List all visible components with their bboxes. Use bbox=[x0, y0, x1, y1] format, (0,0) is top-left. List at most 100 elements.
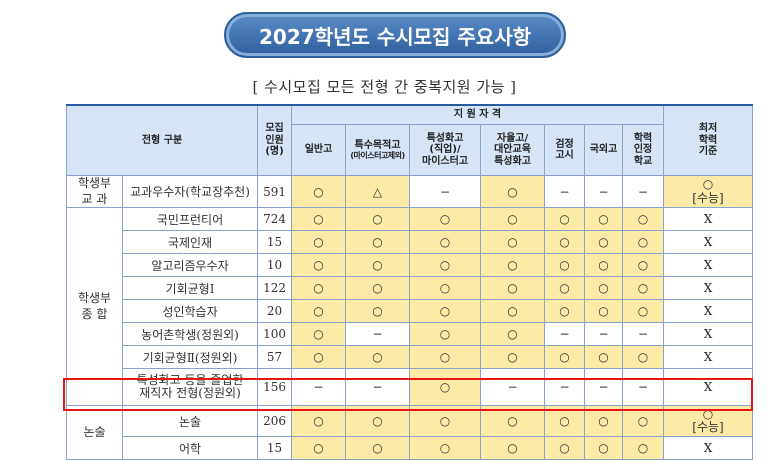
minimum-criteria-cell: ○ [수능] bbox=[663, 174, 754, 209]
eligibility-cell: ○ bbox=[409, 368, 482, 407]
group-label-jonghap: 학생부 종 합 bbox=[66, 207, 123, 407]
minimum-criteria-cell: X bbox=[663, 322, 754, 347]
row-name: 특성화고 등을 졸업한 재직자 전형(정원외) bbox=[121, 368, 259, 407]
eligibility-cell: ○ bbox=[544, 405, 586, 438]
eligibility-cell: ○ bbox=[480, 436, 546, 460]
eligibility-cell: ○ bbox=[345, 299, 411, 324]
eligible-mark: ○ bbox=[313, 235, 324, 250]
minimum-mark: X bbox=[703, 234, 713, 249]
eligible-mark: ○ bbox=[507, 304, 518, 319]
eligible-mark: ○ bbox=[598, 235, 609, 250]
eligibility-cell: − bbox=[544, 322, 586, 347]
eligibility-cell: ○ bbox=[584, 276, 624, 301]
eligibility-cell: ○ bbox=[409, 207, 482, 232]
minimum-criteria-cell: X bbox=[663, 368, 754, 407]
row-name: 성인학습자 bbox=[121, 299, 259, 324]
eligible-mark: ○ bbox=[507, 327, 518, 342]
eligible-mark: ○ bbox=[313, 441, 324, 456]
eligibility-cell: ○ bbox=[345, 276, 411, 301]
eligibility-cell: ○ bbox=[291, 276, 347, 301]
header-quota: 모집 인원 (명) bbox=[257, 104, 293, 176]
eligibility-cell: ○ bbox=[480, 276, 546, 301]
eligibility-cell: ○ bbox=[409, 299, 482, 324]
eligible-mark: ○ bbox=[637, 414, 649, 429]
eligibility-cell: ○ bbox=[291, 174, 347, 209]
not-eligible-mark: − bbox=[372, 380, 383, 395]
table-row: 어학 15 ○ ○ ○ ○ ○ ○ ○ X bbox=[67, 436, 754, 460]
eligibility-cell: ○ bbox=[622, 405, 665, 438]
eligibility-cell: ○ bbox=[345, 253, 411, 278]
minimum-criteria-cell: ○ [수능] bbox=[663, 405, 754, 438]
eligible-mark: ○ bbox=[439, 235, 451, 250]
eligibility-cell: ○ bbox=[480, 299, 546, 324]
eligibility-cell: ○ bbox=[480, 405, 546, 438]
col-autonomous: 자율고/ 대안교육 특성화고 bbox=[480, 124, 546, 176]
eligibility-cell: ○ bbox=[291, 322, 347, 347]
minimum-mark: X bbox=[703, 440, 713, 455]
eligibility-cell: ○ bbox=[480, 253, 546, 278]
table-row: 특성화고 등을 졸업한 재직자 전형(정원외) 156 − − ○ − − − − X bbox=[67, 368, 754, 407]
eligible-mark: ○ bbox=[313, 212, 324, 227]
not-eligible-mark: − bbox=[372, 327, 383, 342]
eligibility-cell: ○ bbox=[584, 207, 624, 232]
eligible-mark: ○ bbox=[598, 258, 609, 273]
eligibility-cell: − bbox=[622, 174, 665, 209]
eligibility-cell: ○ bbox=[584, 405, 624, 438]
eligible-mark: ○ bbox=[313, 184, 324, 199]
not-eligible-mark: − bbox=[637, 184, 649, 199]
eligible-mark: ○ bbox=[507, 350, 518, 365]
eligibility-cell: − bbox=[622, 322, 665, 347]
row-name: 농어촌학생(정원외) bbox=[121, 322, 259, 347]
not-eligible-mark: − bbox=[313, 380, 324, 395]
not-eligible-mark: − bbox=[559, 184, 570, 199]
row-quota: 122 bbox=[257, 276, 293, 301]
row-quota: 724 bbox=[257, 207, 293, 232]
eligibility-cell: ○ bbox=[345, 436, 411, 460]
col-special-purpose-label: 특수목적고 bbox=[354, 139, 401, 151]
row-quota: 20 bbox=[257, 299, 293, 324]
eligibility-cell: − bbox=[584, 322, 624, 347]
eligible-mark: ○ bbox=[507, 235, 518, 250]
eligibility-cell: − bbox=[291, 368, 347, 407]
eligibility-cell: − bbox=[622, 368, 665, 407]
eligibility-cell: ○ bbox=[480, 345, 546, 370]
table-row: 농어촌학생(정원외) 100 ○ − ○ ○ − − − X bbox=[67, 322, 754, 347]
row-name: 논술 bbox=[121, 405, 259, 438]
eligibility-cell: ○ bbox=[291, 207, 347, 232]
eligible-mark: ○ bbox=[372, 281, 383, 296]
eligibility-cell: ○ bbox=[409, 253, 482, 278]
eligible-mark: ○ bbox=[637, 235, 649, 250]
not-eligible-mark: − bbox=[598, 327, 609, 342]
row-quota: 591 bbox=[257, 174, 293, 209]
eligibility-cell: − bbox=[584, 368, 624, 407]
eligible-mark: ○ bbox=[372, 258, 383, 273]
eligibility-cell: − bbox=[544, 174, 586, 209]
row-name: 기회균형Ⅰ bbox=[121, 276, 259, 301]
eligible-mark: ○ bbox=[598, 281, 609, 296]
eligibility-cell: ○ bbox=[622, 345, 665, 370]
group-label-gyogwa: 학생부 교 과 bbox=[66, 174, 123, 209]
eligible-mark: ○ bbox=[439, 258, 451, 273]
eligible-mark: ○ bbox=[439, 414, 451, 429]
eligible-mark: ○ bbox=[507, 281, 518, 296]
eligible-mark: ○ bbox=[598, 350, 609, 365]
eligibility-cell: ○ bbox=[544, 207, 586, 232]
row-quota: 57 bbox=[257, 345, 293, 370]
title-banner: 2027학년도 수시모집 주요사항 bbox=[224, 12, 566, 58]
eligible-mark: ○ bbox=[439, 380, 451, 395]
eligible-mark: ○ bbox=[559, 304, 570, 319]
minimum-mark: X bbox=[703, 211, 713, 226]
eligible-mark: ○ bbox=[637, 258, 649, 273]
eligibility-cell: − bbox=[544, 368, 586, 407]
eligible-mark: ○ bbox=[439, 212, 451, 227]
row-quota: 15 bbox=[257, 230, 293, 255]
minimum-criteria-cell: X bbox=[663, 299, 754, 324]
col-general: 일반고 bbox=[291, 124, 347, 176]
eligibility-cell: − bbox=[584, 174, 624, 209]
eligibility-cell: ○ bbox=[409, 230, 482, 255]
eligible-mark: ○ bbox=[313, 258, 324, 273]
minimum-mark: ○ bbox=[702, 407, 714, 421]
eligible-mark: ○ bbox=[598, 414, 609, 429]
minimum-criteria-cell: X bbox=[663, 276, 754, 301]
eligible-mark: ○ bbox=[559, 235, 570, 250]
